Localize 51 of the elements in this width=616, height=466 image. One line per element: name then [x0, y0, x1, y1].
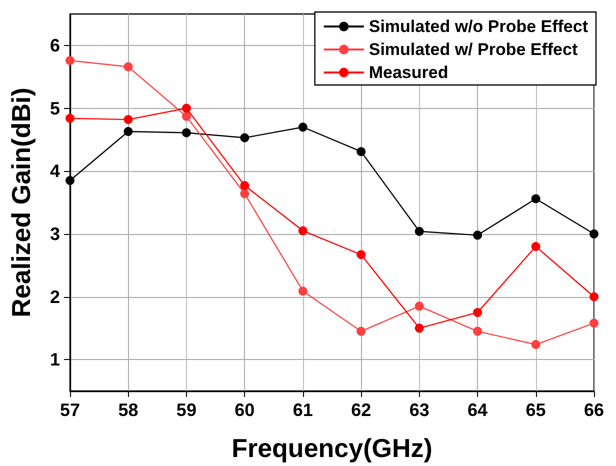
y-tick-label: 6: [50, 35, 60, 56]
point: [590, 229, 598, 238]
point: [66, 56, 74, 65]
x-tick-label: 61: [292, 400, 313, 420]
x-tick-label: 64: [468, 400, 488, 420]
point: [590, 318, 598, 328]
point: [473, 230, 482, 240]
legend-label: Measured: [368, 63, 448, 82]
point: [66, 114, 74, 123]
point: [182, 112, 191, 121]
x-tick-label: 59: [176, 400, 196, 420]
point: [473, 326, 482, 336]
point: [414, 226, 424, 236]
point: [473, 308, 482, 317]
point: [124, 127, 133, 136]
x-tick-label: 57: [60, 400, 80, 420]
point: [531, 340, 540, 349]
point: [124, 115, 133, 124]
point: [66, 176, 74, 186]
legend-label: Simulated w/ Probe Effect: [368, 40, 578, 59]
point: [240, 189, 250, 198]
x-tick-label: 65: [526, 400, 546, 420]
x-tick-label: 63: [409, 400, 430, 420]
point: [356, 250, 366, 260]
x-tick-label: 66: [584, 400, 604, 420]
point: [531, 194, 540, 204]
point: [414, 302, 424, 311]
point: [298, 226, 308, 236]
x-axis-title: Frequency(GHz): [232, 433, 432, 463]
x-tick-label: 62: [351, 400, 372, 420]
y-tick-label: 5: [50, 98, 60, 118]
point: [298, 122, 308, 132]
y-tick-label: 4: [50, 161, 60, 182]
point: [240, 133, 250, 142]
point: [531, 242, 540, 251]
x-tick-label: 58: [118, 400, 138, 420]
point: [590, 292, 598, 302]
point: [414, 324, 424, 333]
point: [182, 128, 191, 138]
x-tick-label: 60: [234, 400, 255, 420]
point: [356, 147, 366, 156]
point: [124, 62, 133, 72]
legend-label: Simulated w/o Probe Effect: [368, 17, 588, 36]
y-tick-label: 1: [50, 350, 60, 370]
point: [240, 181, 250, 190]
y-tick-label: 2: [50, 286, 60, 307]
y-tick-label: 3: [50, 224, 60, 244]
point: [356, 326, 366, 336]
point: [182, 104, 191, 113]
point: [298, 286, 308, 296]
y-axis-title: Realized Gain(dBi): [6, 88, 36, 318]
